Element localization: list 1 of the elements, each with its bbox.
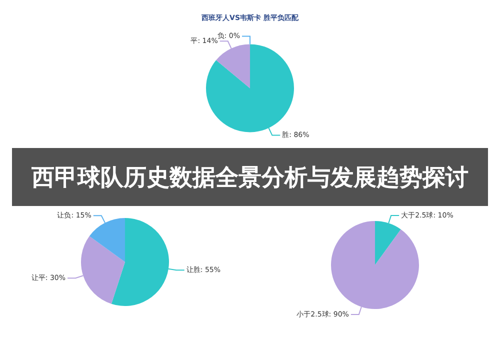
text: 西甲球队历史数据全景分析与发展趋势探讨 [12, 148, 488, 206]
